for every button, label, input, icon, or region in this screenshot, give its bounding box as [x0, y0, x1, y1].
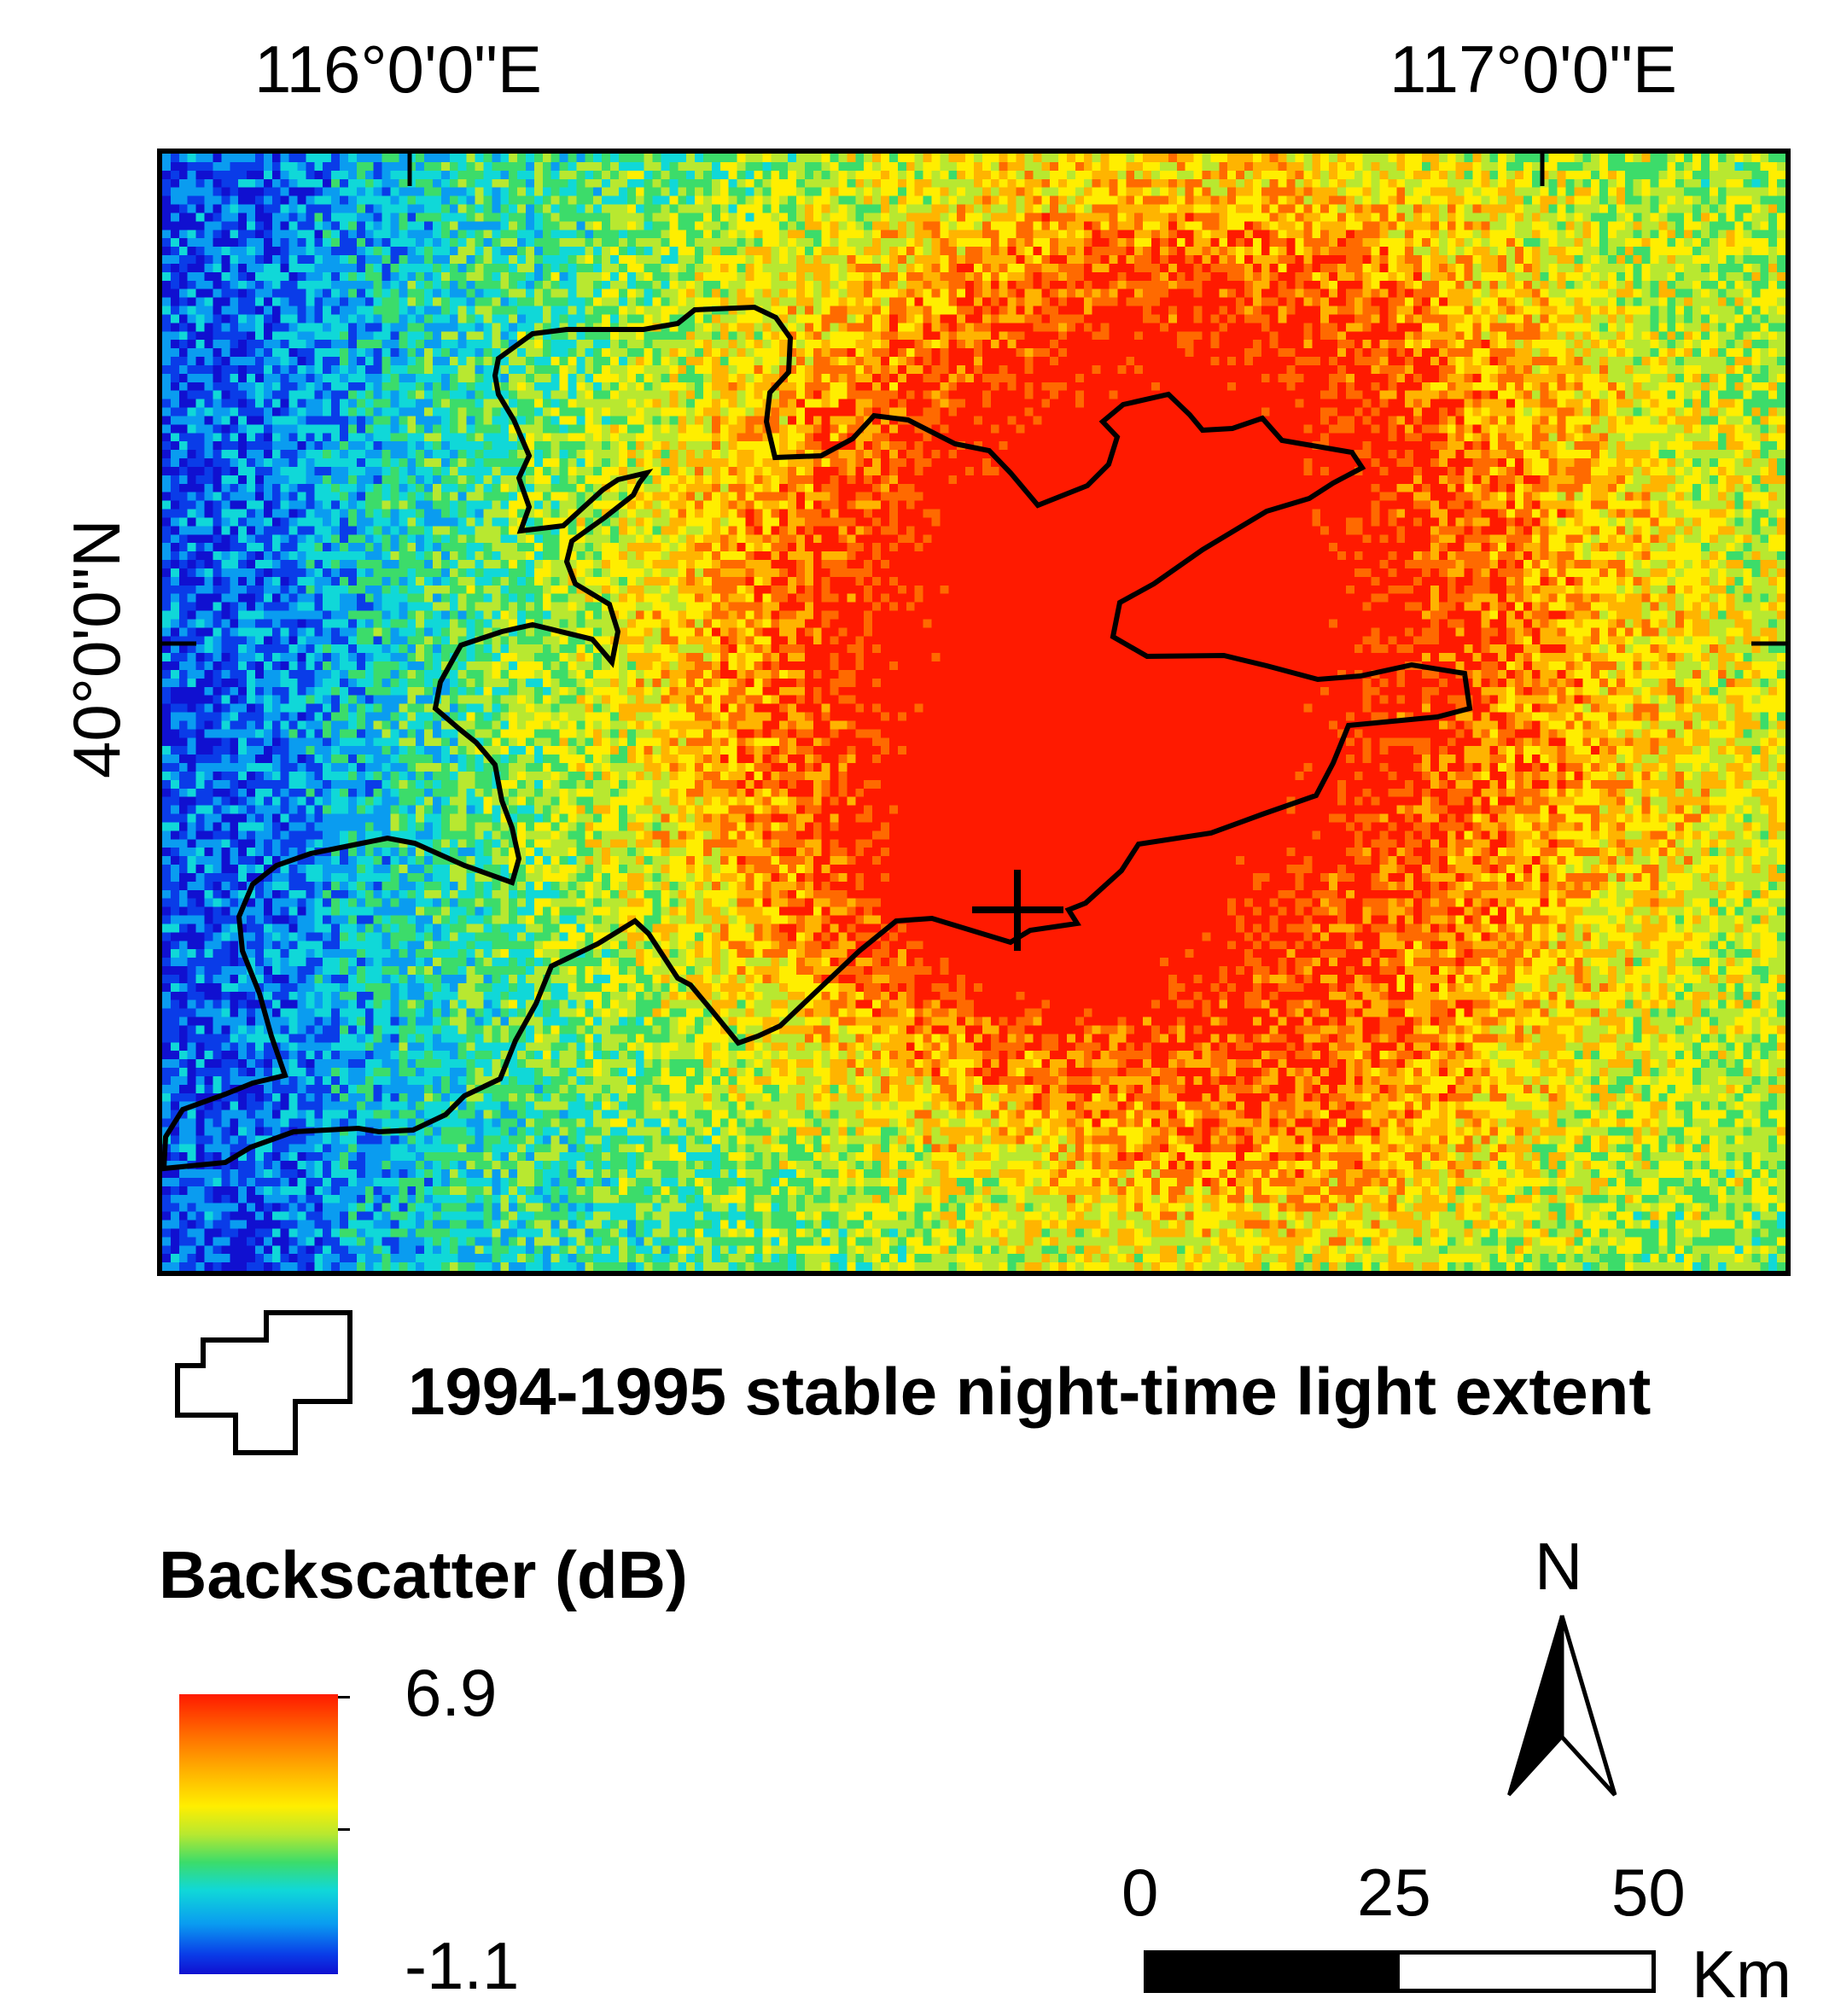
scale-bar-filled-segment — [1148, 1955, 1400, 1989]
scale-tick-50: 50 — [1611, 1855, 1686, 1930]
colorbar-min-label: -1.1 — [405, 1928, 520, 2003]
scale-tick-0: 0 — [1121, 1855, 1159, 1930]
longitude-label-117: 117°0'0"E — [1389, 32, 1677, 107]
backscatter-colorbar — [179, 1694, 338, 1974]
colorbar-tick-max — [338, 1696, 350, 1698]
backscatter-legend-title: Backscatter (dB) — [159, 1537, 688, 1612]
backscatter-map — [157, 149, 1791, 1276]
colorbar-tick-mid — [338, 1828, 350, 1831]
north-arrow-icon — [1507, 1615, 1617, 1797]
colorbar-max-label: 6.9 — [405, 1655, 498, 1730]
extent-legend-label: 1994-1995 stable night-time light extent — [408, 1354, 1652, 1429]
backscatter-raster — [162, 154, 1785, 1271]
scale-tick-25: 25 — [1357, 1855, 1431, 1930]
scale-unit-label: Km — [1692, 1937, 1791, 2012]
north-arrow-label: N — [1535, 1529, 1583, 1604]
longitude-label-116: 116°0'0"E — [254, 32, 542, 107]
latitude-label-40: 40°0'0"N — [59, 519, 134, 778]
extent-legend-outline-icon — [175, 1310, 352, 1455]
scale-bar — [1144, 1950, 1656, 1993]
